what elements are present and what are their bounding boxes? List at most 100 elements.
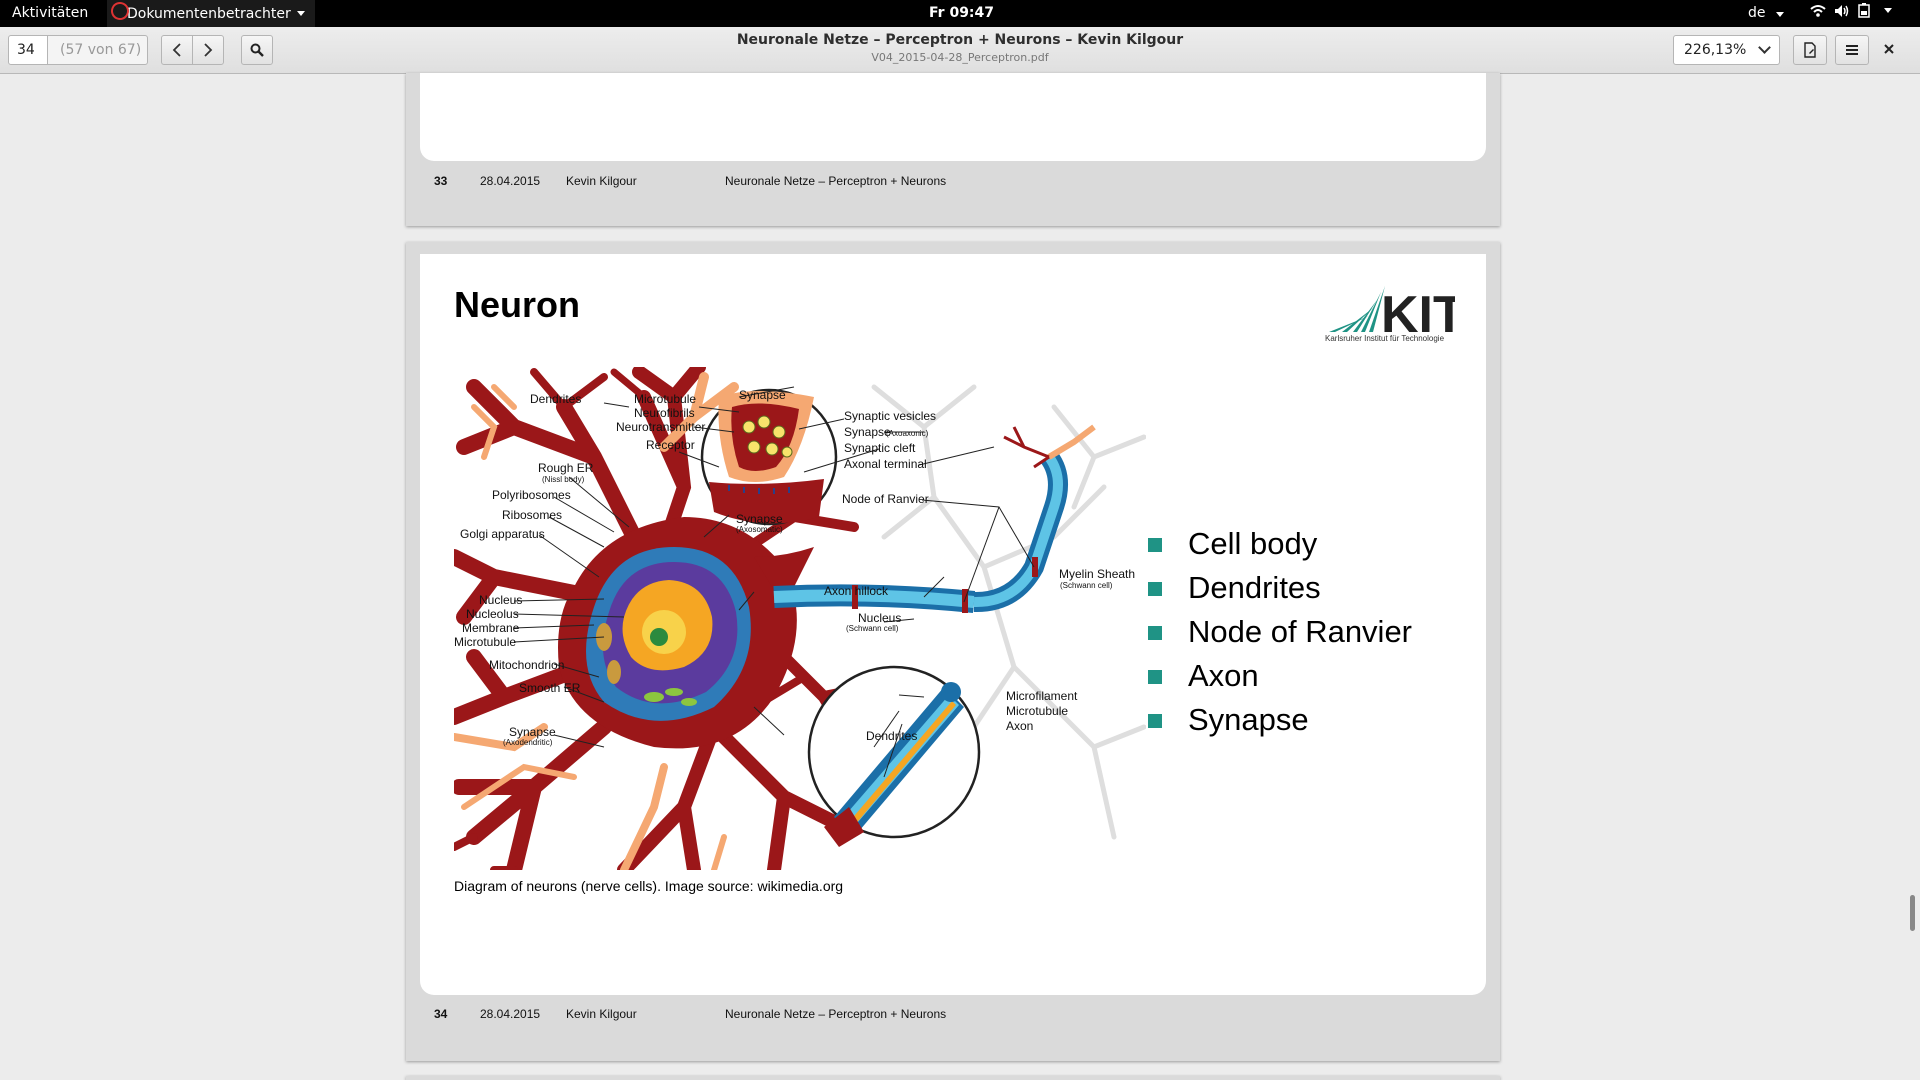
zoom-value: 226,13% [1684, 42, 1747, 58]
label-receptor: Receptor [646, 438, 695, 452]
bullet-square-icon [1148, 538, 1162, 552]
document-filename: V04_2015-04-28_Perceptron.pdf [871, 51, 1049, 64]
caret-down-icon [1775, 12, 1784, 17]
page-33: 33 28.04.2015 Kevin Kilgour Neuronale Ne… [406, 73, 1500, 226]
app-menu-button[interactable]: Dokumentenbetrachter [107, 0, 315, 27]
bullet-square-icon [1148, 670, 1162, 684]
chevron-down-icon [1758, 41, 1771, 54]
label-axon: Axon [1006, 719, 1033, 733]
chevron-right-icon [204, 43, 213, 57]
bullet-square-icon [1148, 714, 1162, 728]
slide-area [420, 73, 1486, 161]
label-axonal-terminal: Axonal terminal [844, 457, 927, 471]
chevron-left-icon [172, 43, 181, 57]
label-synapse-top: Synapse [739, 388, 786, 402]
label-myelin-sheath: Myelin Sheath [1059, 567, 1135, 581]
label-schwann-cell: (Schwann cell) [1060, 581, 1113, 590]
label-nissl-body: (Nissl body) [542, 475, 585, 484]
bullet-text: Node of Ranvier [1188, 614, 1413, 649]
label-synapse-axoaxonic: Synapse [844, 425, 891, 439]
document-icon [1804, 42, 1816, 58]
kit-logo: KIT [1329, 286, 1455, 344]
slide-area: Neuron KIT Karlsruher Institut für Techn… [420, 254, 1486, 995]
bullet-item: Synapse [1148, 698, 1412, 742]
label-microtubule: Microtubule [634, 392, 696, 406]
previous-page-button[interactable] [161, 35, 193, 65]
label-dendrites-bottom: Dendrites [866, 729, 917, 743]
footer-title: Neuronale Netze – Perceptron + Neurons [725, 1007, 947, 1021]
label-nucleus-schwann: Nucleus [858, 611, 901, 625]
close-window-button[interactable] [1884, 41, 1894, 59]
label-microtubule-2: Microtubule [454, 635, 516, 649]
label-synapse-axodendritic: Synapse [509, 725, 556, 739]
bullet-text: Synapse [1188, 702, 1309, 737]
kit-logo-text: KIT [1381, 286, 1455, 344]
diagram-caption: Diagram of neurons (nerve cells). Image … [454, 878, 844, 894]
label-ribosomes: Ribosomes [502, 508, 562, 522]
label-dendrites-top: Dendrites [530, 392, 581, 406]
language-label: de [1748, 5, 1766, 21]
annotations-button[interactable] [1793, 35, 1827, 65]
label-polyribosomes: Polyribosomes [492, 488, 571, 502]
search-button[interactable] [241, 35, 273, 65]
label-axoaxonic: (Axoaxonic) [886, 429, 929, 438]
label-axon-hillock: Axon hillock [824, 584, 889, 598]
label-synapse-axosomatic: Synapse [736, 512, 783, 526]
bullet-item: Cell body [1148, 522, 1412, 566]
footer-title: Neuronale Netze – Perceptron + Neurons [725, 174, 947, 188]
footer-author: Kevin Kilgour [566, 1007, 637, 1021]
page-number-input[interactable]: 34 [8, 35, 48, 65]
label-mitochondrion: Mitochondrion [489, 658, 564, 672]
bullet-list: Cell body Dendrites Node of Ranvier Axon… [1148, 522, 1412, 742]
neuron-diagram: Dendrites Microtubule Neurofibrils Neuro… [454, 367, 1146, 870]
label-rough-er: Rough ER [538, 461, 594, 475]
bullet-item: Dendrites [1148, 566, 1412, 610]
page-count-label: (57 von 67) [47, 35, 148, 65]
bullet-text: Axon [1188, 658, 1259, 693]
vertical-scrollbar[interactable] [1910, 895, 1915, 931]
footer-author: Kevin Kilgour [566, 174, 637, 188]
system-top-bar: Aktivitäten Dokumentenbetrachter Fr 09:4… [0, 0, 1920, 27]
activities-button[interactable]: Aktivitäten [12, 5, 89, 21]
clock[interactable]: Fr 09:47 [929, 5, 995, 21]
label-nucleolus: Nucleolus [466, 607, 519, 621]
app-name: Dokumentenbetrachter [127, 5, 291, 22]
footer-page-number: 34 [434, 1007, 448, 1021]
menu-icon [1846, 45, 1858, 55]
label-smooth-er: Smooth ER [519, 681, 581, 695]
slide-title: Neuron [454, 284, 580, 325]
bullet-square-icon [1148, 582, 1162, 596]
bullet-item: Axon [1148, 654, 1412, 698]
language-indicator[interactable]: de [1748, 5, 1784, 21]
battery-icon [1858, 3, 1870, 18]
footer-page-number: 33 [434, 174, 448, 188]
bullet-text: Dendrites [1188, 570, 1321, 605]
search-icon [250, 43, 264, 57]
next-page-button[interactable] [192, 35, 224, 65]
label-neurotransmitter: Neurotransmitter [616, 420, 705, 434]
page-35 [406, 1076, 1500, 1080]
label-synaptic-vesicles: Synaptic vesicles [844, 409, 936, 423]
label-golgi-apparatus: Golgi apparatus [460, 527, 545, 541]
zoom-selector[interactable]: 226,13% [1673, 35, 1780, 65]
footer-date: 28.04.2015 [480, 1007, 541, 1021]
label-microfilament: Microfilament [1006, 689, 1078, 703]
label-neurofibrils: Neurofibrils [634, 406, 695, 420]
bullet-square-icon [1148, 626, 1162, 640]
label-membrane: Membrane [462, 621, 520, 635]
label-microtubule-3: Microtubule [1006, 704, 1068, 718]
main-menu-button[interactable] [1835, 35, 1869, 65]
bullet-item: Node of Ranvier [1148, 610, 1412, 654]
caret-down-icon [296, 11, 305, 16]
label-axosomatic: (Axosomatic) [736, 525, 783, 534]
footer-date: 28.04.2015 [480, 174, 541, 188]
label-nucleus: Nucleus [479, 593, 522, 607]
close-icon [1884, 44, 1894, 54]
page-34: Neuron KIT Karlsruher Institut für Techn… [406, 242, 1500, 1061]
label-schwann-cell-2: (Schwann cell) [846, 624, 899, 633]
bullet-text: Cell body [1188, 526, 1318, 561]
document-title: Neuronale Netze – Perceptron + Neurons –… [736, 32, 1184, 48]
kit-logo-tagline: Karlsruher Institut für Technologie [1325, 334, 1445, 343]
wifi-icon [1810, 4, 1826, 17]
system-menu[interactable] [1810, 3, 1892, 18]
